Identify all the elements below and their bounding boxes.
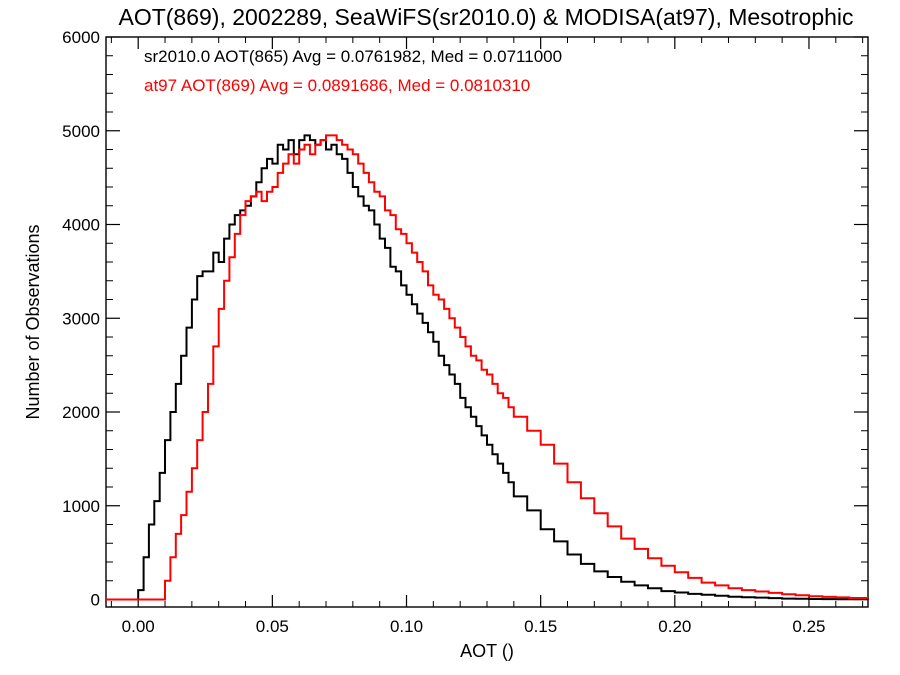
plot-frame xyxy=(105,36,869,608)
y-tick-label: 4000 xyxy=(62,216,100,235)
annotation-red-stats: at97 AOT(869) Avg = 0.0891686, Med = 0.0… xyxy=(144,76,530,95)
series-line-black xyxy=(106,134,869,601)
x-tick-label: 0.05 xyxy=(256,617,289,636)
chart-title: AOT(869), 2002289, SeaWiFS(sr2010.0) & M… xyxy=(118,4,853,30)
axis-ticks: 0.00 0.05 0.10 0.15 0.20 0.25 0 1000 2000 3000 400… xyxy=(62,28,868,636)
y-tick-label: 5000 xyxy=(62,122,100,141)
x-tick-label: 0.25 xyxy=(792,617,825,636)
y-tick-label: 1000 xyxy=(62,497,100,516)
y-axis-label: Number of Observations xyxy=(23,224,43,419)
y-tick-label: 6000 xyxy=(62,28,100,47)
x-tick-label: 0.00 xyxy=(122,617,155,636)
series-line-red xyxy=(106,134,869,601)
x-axis-label: AOT () xyxy=(460,641,514,661)
y-tick-label: 2000 xyxy=(62,403,100,422)
annotation-black-stats: sr2010.0 AOT(865) Avg = 0.0761982, Med =… xyxy=(144,47,562,66)
x-tick-label: 0.20 xyxy=(658,617,691,636)
x-tick-label: 0.10 xyxy=(390,617,423,636)
series-layer xyxy=(106,134,869,601)
x-tick-label: 0.15 xyxy=(524,617,557,636)
y-tick-label: 3000 xyxy=(62,309,100,328)
y-tick-label: 0 xyxy=(91,591,100,610)
